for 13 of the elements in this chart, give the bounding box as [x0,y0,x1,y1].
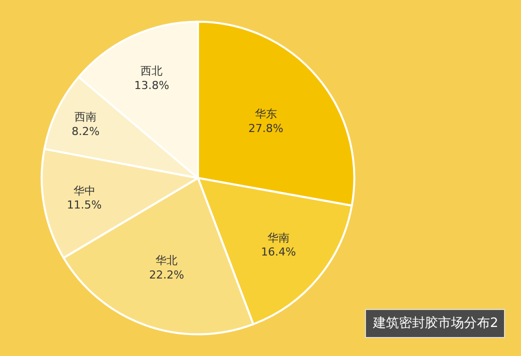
slice-label: 华北 [156,254,178,268]
data-label: 16.4% [261,246,296,259]
slice-label: 华东 [254,108,277,121]
data-label: 27.8% [248,122,284,135]
slice-label: 西南 [74,110,97,124]
data-label: 8.2% [72,125,100,138]
text: 建筑密封胶市场分布2 [372,316,498,331]
slice-label: 西北 [140,64,163,78]
slice-label: 华中 [73,184,96,198]
data-label: 11.5% [66,198,102,212]
data-label: 22.2% [149,268,184,282]
data-label: 13.8% [134,78,170,92]
slice-label: 华南 [267,231,290,244]
